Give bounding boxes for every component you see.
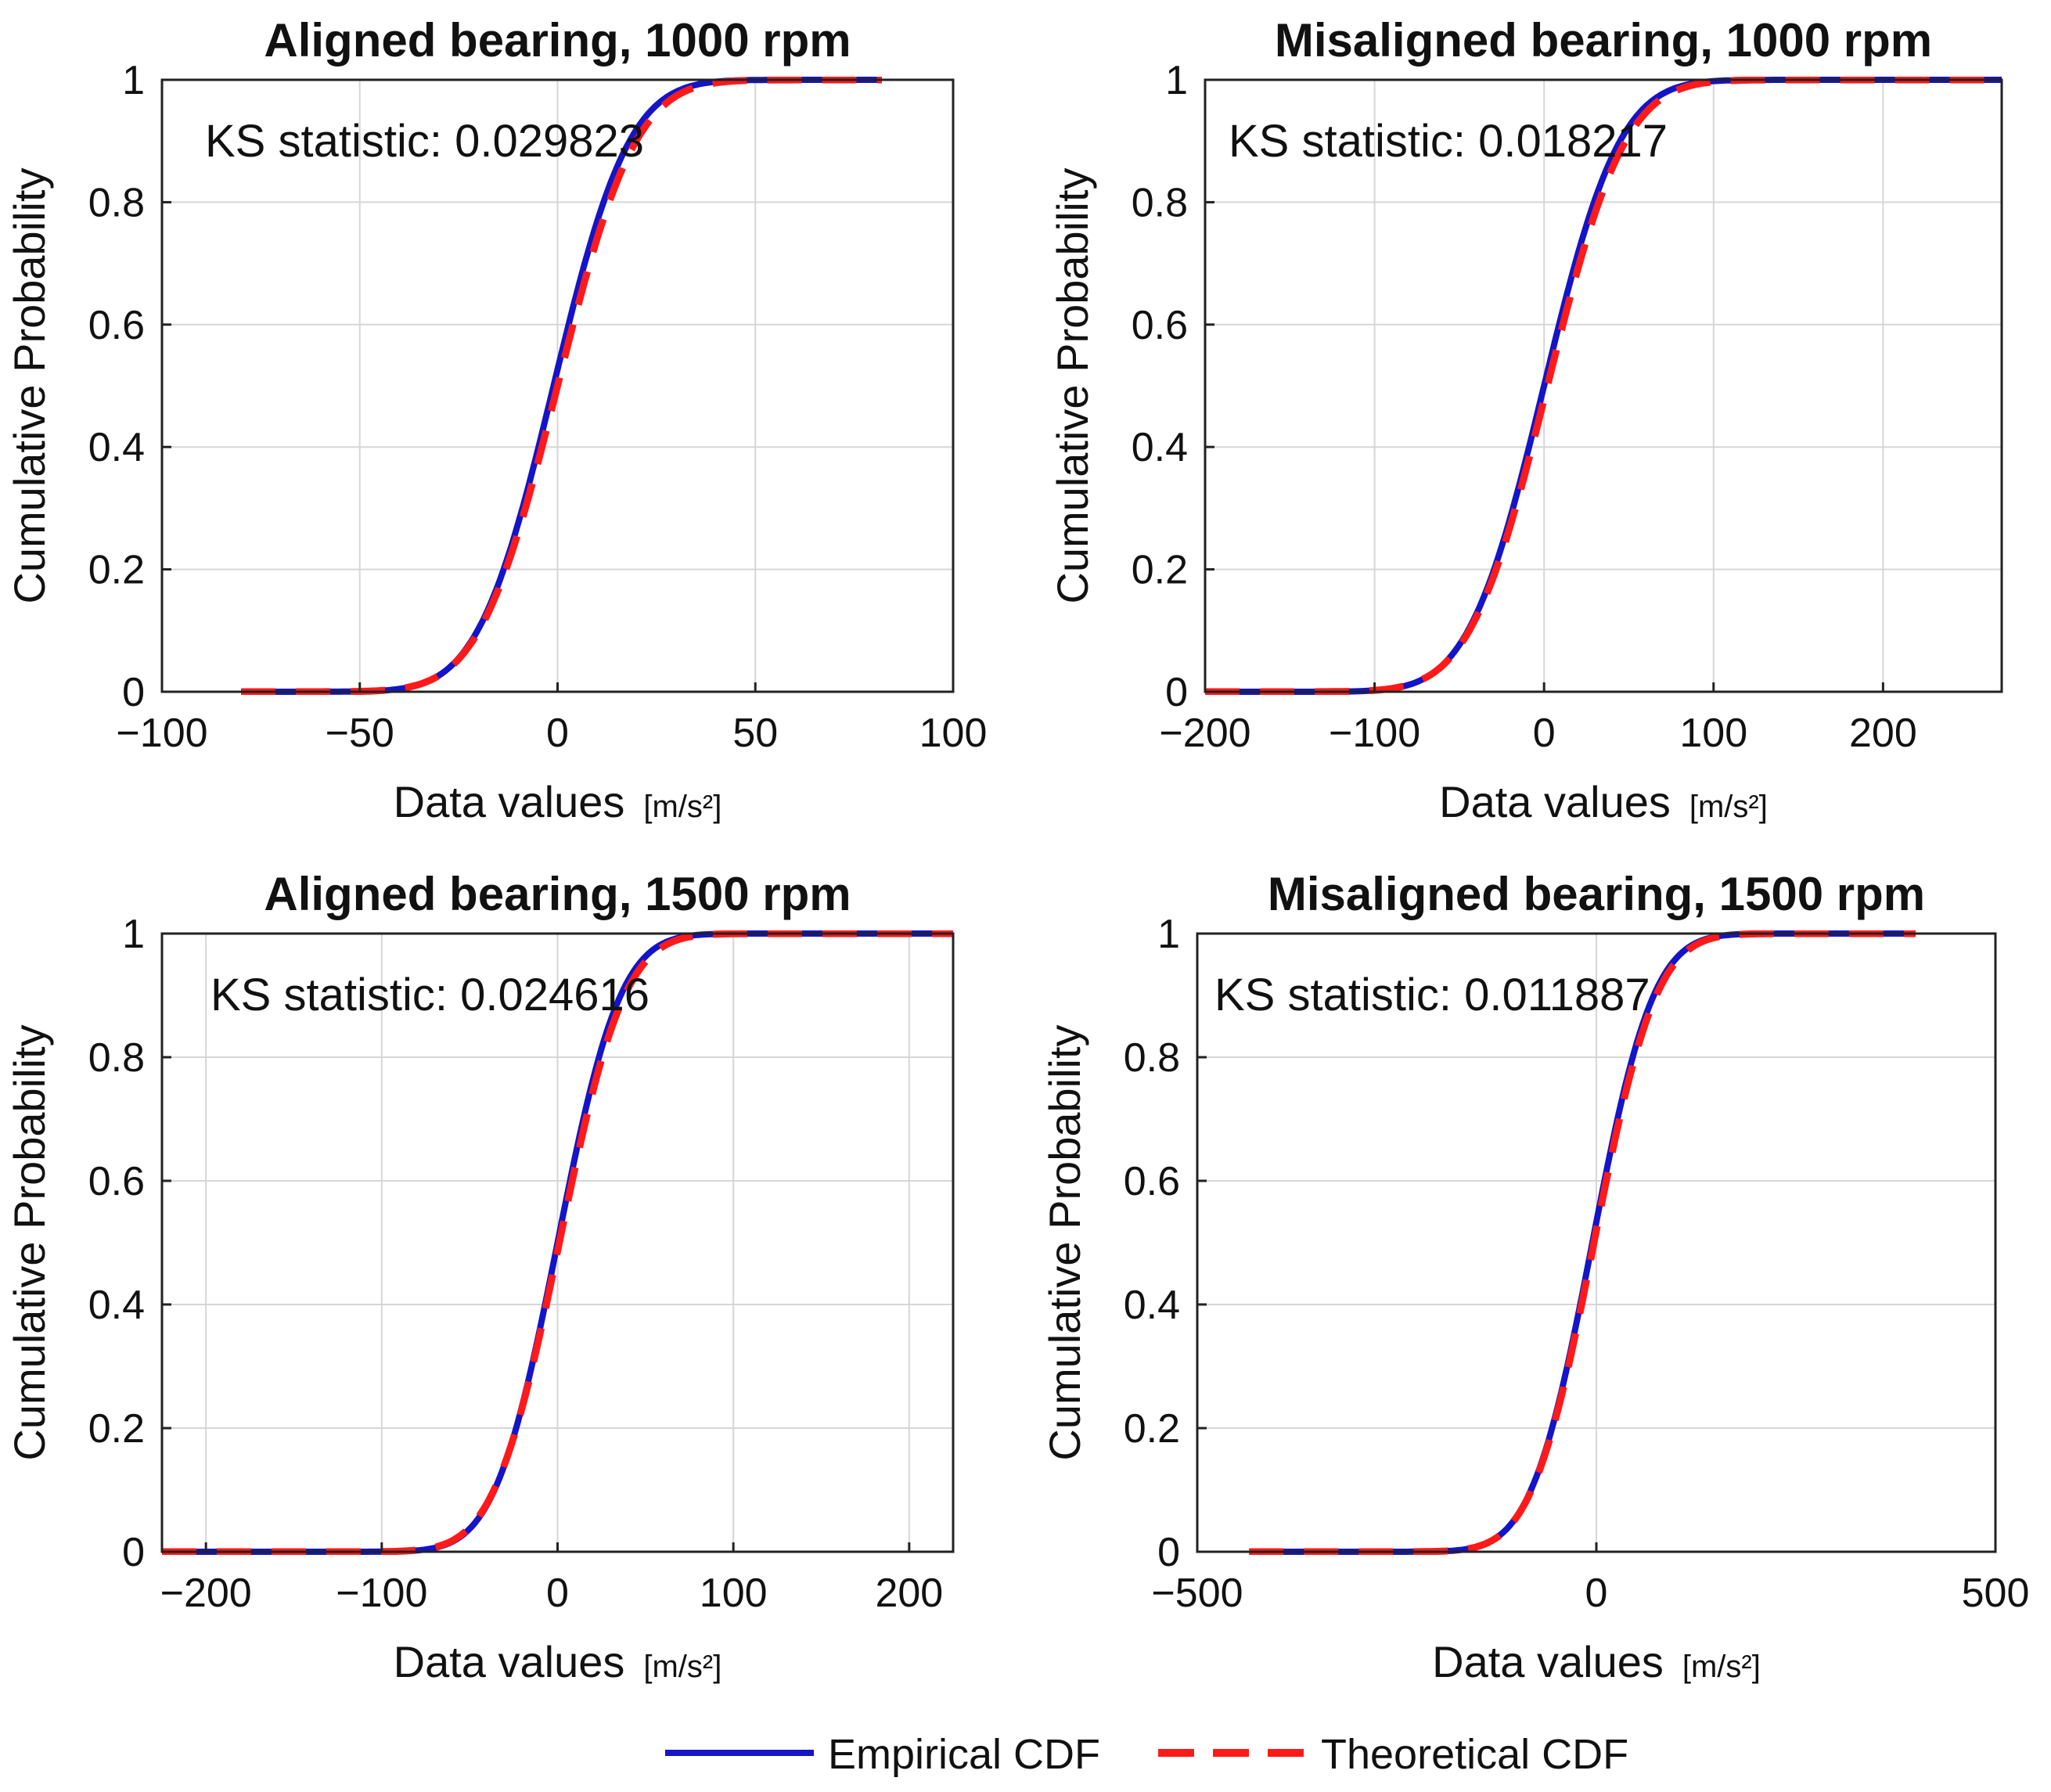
y-tick-label: 0.8 <box>1124 1035 1180 1081</box>
x-tick-label: −100 <box>336 1571 427 1616</box>
ks-statistic-annotation: KS statistic: 0.029823 <box>205 116 644 167</box>
chart-title: Misaligned bearing, 1500 rpm <box>1268 868 1925 920</box>
x-axis-label: Data values [m/s²] <box>1439 777 1768 826</box>
x-axis-label-text: Data values <box>1432 1637 1664 1686</box>
x-axis-unit: [m/s²] <box>643 790 721 824</box>
x-tick-label: 100 <box>1679 711 1747 756</box>
y-tick-label: 0 <box>1165 670 1188 715</box>
y-tick-label: 0 <box>122 670 145 715</box>
y-tick-label: 0.4 <box>1124 1283 1180 1328</box>
y-axis-label: Cumulative Probability <box>1048 167 1097 603</box>
axes-frame <box>1204 78 2003 693</box>
x-tick-label: 100 <box>919 711 988 756</box>
y-tick-label: 0.2 <box>1124 1406 1180 1452</box>
y-tick-label: 0.2 <box>1132 548 1188 593</box>
ks-statistic-annotation: KS statistic: 0.024616 <box>210 970 649 1020</box>
x-axis-label: Data values [m/s²] <box>394 1637 722 1686</box>
y-tick-label: 0.8 <box>1132 180 1188 225</box>
y-tick-label: 0.6 <box>1132 303 1188 348</box>
legend: Empirical CDF Theoretical CDF <box>665 1731 1628 1778</box>
x-axis-label-text: Data values <box>1439 777 1671 826</box>
y-tick-label: 0.4 <box>88 425 145 470</box>
x-axis-label: Data values [m/s²] <box>1432 1637 1761 1686</box>
y-tick-label: 0.2 <box>88 1406 145 1452</box>
y-tick-label: 0.6 <box>88 303 145 348</box>
x-tick-label: 100 <box>700 1571 768 1616</box>
y-tick-label: 1 <box>122 58 145 103</box>
y-tick-label: 0 <box>122 1530 145 1575</box>
y-tick-label: 0.2 <box>88 548 145 593</box>
legend-label: Theoretical CDF <box>1321 1731 1628 1778</box>
x-tick-label: 0 <box>546 711 569 756</box>
y-tick-label: 0.4 <box>88 1283 145 1328</box>
x-tick-label: −50 <box>326 711 394 756</box>
chart-panel-3: −200 −100 0 100 200 0 0.2 0.4 0.6 0.8 1 Aligned bea… <box>5 868 955 1686</box>
x-tick-label: 500 <box>1962 1571 2030 1616</box>
x-axis-unit: [m/s²] <box>1689 790 1768 824</box>
y-axis-label: Cumulative Probability <box>5 167 54 603</box>
x-tick-label: −200 <box>1159 711 1250 756</box>
chart-title: Aligned bearing, 1000 rpm <box>264 14 851 67</box>
y-axis-label: Cumulative Probability <box>1040 1024 1089 1460</box>
x-axis-unit: [m/s²] <box>643 1650 721 1684</box>
y-tick-label: 1 <box>122 912 145 957</box>
ks-statistic-annotation: KS statistic: 0.011887 <box>1214 970 1650 1020</box>
chart-panel-2: −200 −100 0 100 200 0 0.2 0.4 0.6 0.8 1 Misaligned … <box>1048 14 2003 826</box>
chart-title: Misaligned bearing, 1000 rpm <box>1275 14 1932 67</box>
x-tick-label: 0 <box>546 1571 569 1616</box>
legend-label: Empirical CDF <box>828 1731 1100 1778</box>
x-tick-label: 50 <box>732 711 778 756</box>
y-axis-label: Cumulative Probability <box>5 1024 54 1460</box>
x-tick-label: 0 <box>1533 711 1556 756</box>
x-axis-label-text: Data values <box>394 777 625 826</box>
legend-item-empirical: Empirical CDF <box>665 1731 1100 1778</box>
y-tick-label: 0.6 <box>88 1159 145 1204</box>
chart-panel-1: −100 −50 0 50 100 0 0.2 0.4 0.6 0.8 1 Aligned beari… <box>5 14 987 826</box>
x-tick-label: −100 <box>1329 711 1420 756</box>
x-tick-label: −100 <box>116 711 207 756</box>
x-tick-label: 200 <box>875 1571 943 1616</box>
y-tick-label: 0.8 <box>88 180 145 225</box>
x-axis-unit: [m/s²] <box>1682 1650 1761 1684</box>
chart-title: Aligned bearing, 1500 rpm <box>264 868 851 920</box>
legend-item-theoretical: Theoretical CDF <box>1158 1731 1628 1778</box>
y-tick-label: 0.8 <box>88 1035 145 1081</box>
x-tick-label: −200 <box>160 1571 252 1616</box>
x-axis-label-text: Data values <box>394 1637 625 1686</box>
x-tick-label: 0 <box>1585 1571 1608 1616</box>
y-tick-label: 1 <box>1157 912 1180 957</box>
y-tick-label: 0.6 <box>1124 1159 1180 1204</box>
y-tick-label: 0 <box>1157 1530 1180 1575</box>
y-tick-label: 1 <box>1165 58 1188 103</box>
x-tick-label: 200 <box>1849 711 1917 756</box>
x-tick-label: −500 <box>1151 1571 1243 1616</box>
ks-statistic-annotation: KS statistic: 0.018217 <box>1229 116 1668 167</box>
y-tick-label: 0.4 <box>1132 425 1188 470</box>
x-axis-label: Data values [m/s²] <box>394 777 722 826</box>
